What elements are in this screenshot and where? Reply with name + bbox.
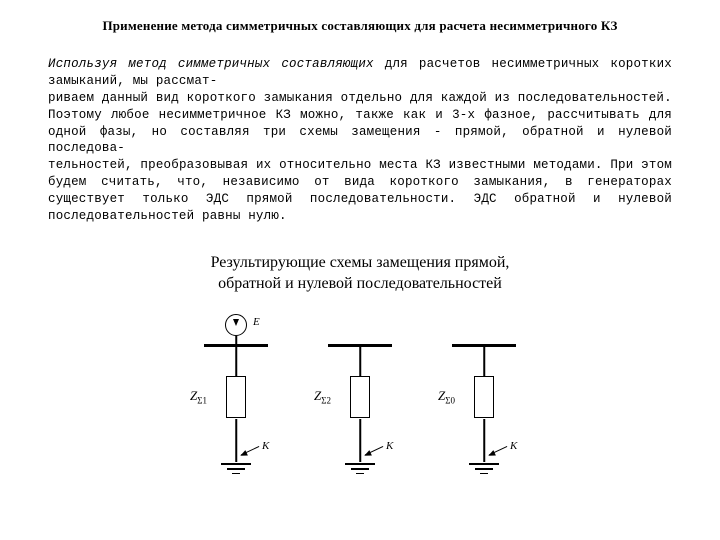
body-italic-lead: Используя метод симметричных составляющи… [48, 57, 374, 71]
emf-label: E [253, 316, 260, 328]
wire-top [483, 346, 485, 376]
wire-top [359, 346, 361, 376]
fault-label: К [510, 440, 517, 452]
fault-arrow-icon [241, 446, 260, 456]
impedance-box [226, 376, 246, 418]
impedance-label: ZΣ1 [190, 388, 207, 406]
wire-bottom [235, 419, 237, 462]
wire-top [235, 346, 237, 376]
subheading-line2: обратной и нулевой последовательностей [48, 274, 672, 295]
wire-bottom [483, 419, 485, 462]
impedance-box [350, 376, 370, 418]
branch-2: ZΣ2К [320, 314, 400, 484]
diagram: EZΣ1KZΣ2КZΣ0К [48, 314, 672, 484]
impedance-label: ZΣ2 [314, 388, 331, 406]
branch-3: ZΣ0К [444, 314, 524, 484]
subheading-line1: Результирующие схемы замещения прямой, [48, 253, 672, 274]
fault-label: К [386, 440, 393, 452]
page-title: Применение метода симметричных составляю… [48, 18, 672, 34]
wire-bottom [359, 419, 361, 462]
emf-arrow-icon [233, 319, 239, 326]
ground-icon [345, 463, 375, 474]
ground-icon [469, 463, 499, 474]
fault-arrow-icon [365, 446, 384, 456]
ground-icon [221, 463, 251, 474]
body-paragraph: Используя метод симметричных составляющи… [48, 56, 672, 225]
impedance-box [474, 376, 494, 418]
body-rest: для расчетов несимметричных коротких зам… [48, 57, 680, 223]
emf-source: E [225, 314, 247, 336]
subheading: Результирующие схемы замещения прямой, о… [48, 253, 672, 295]
impedance-label: ZΣ0 [438, 388, 455, 406]
branch-1: EZΣ1K [196, 314, 276, 484]
fault-arrow-icon [489, 446, 508, 456]
emf-lead [235, 336, 237, 344]
emf-circle [225, 314, 247, 336]
fault-label: K [262, 440, 269, 452]
